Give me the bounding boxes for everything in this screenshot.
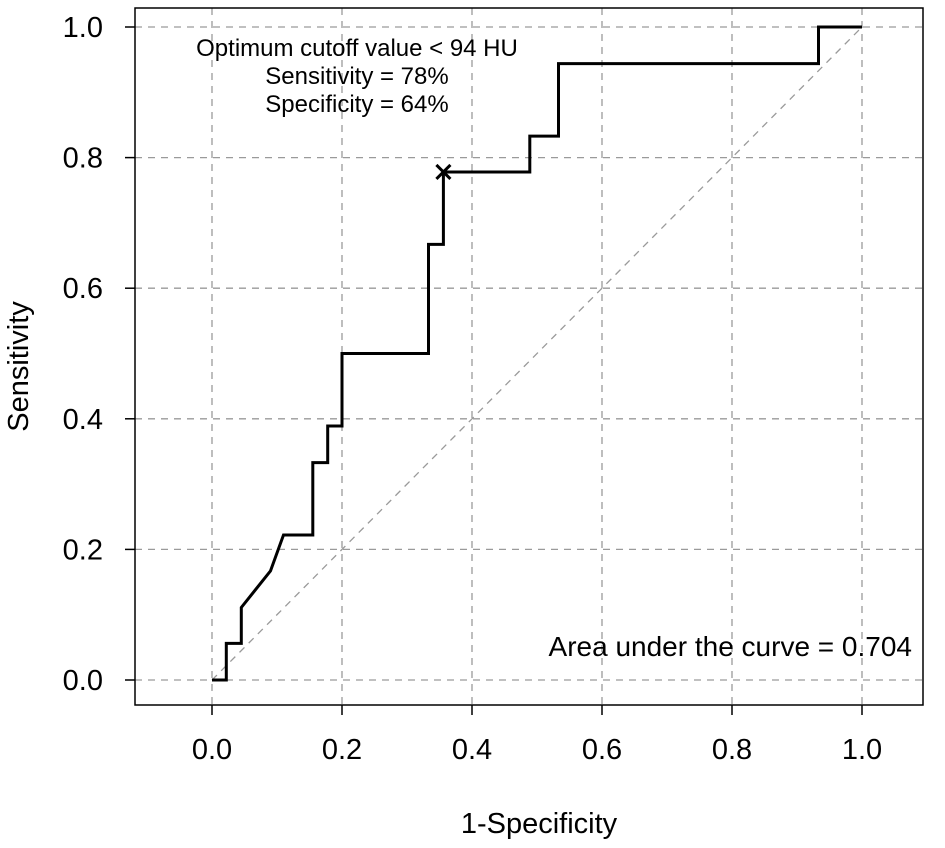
y-tick-label-2: 0.4 [63, 404, 103, 436]
series-layer [212, 25, 862, 682]
tick-layer: 0.0 0.2 0.4 0.6 0.8 1.0 0.0 0.2 0.4 0.6 0.8 1.0 [63, 12, 882, 766]
auc-annotation: Area under the curve = 0.704 [549, 631, 912, 662]
optimum-point-marker [435, 163, 452, 181]
x-tick-label-3: 0.6 [582, 734, 622, 766]
roc-curve-0 [212, 25, 862, 682]
reference-diagonal [211, 26, 863, 681]
y-tick-label-4: 0.8 [63, 143, 103, 175]
y-tick-label-5: 1.0 [63, 12, 103, 44]
y-tick-label-0: 0.0 [63, 665, 103, 697]
x-tick-label-2: 0.4 [452, 734, 492, 766]
y-tick-label-1: 0.2 [63, 534, 103, 566]
sensitivity-annotation: Sensitivity = 78% [265, 63, 448, 90]
reference-layer [211, 26, 863, 681]
cutoff-annotation: Optimum cutoff value < 94 HU [196, 35, 518, 62]
x-tick-label-4: 0.8 [712, 734, 752, 766]
y-tick-label-3: 0.6 [63, 273, 103, 305]
plot-frame [134, 7, 924, 706]
y-axis-label: Sensitivity [3, 301, 35, 432]
x-tick-label-1: 0.2 [322, 734, 362, 766]
x-tick-label-0: 0.0 [192, 734, 232, 766]
grid-layer [135, 8, 923, 705]
marker-layer [435, 163, 452, 181]
specificity-annotation: Specificity = 64% [265, 91, 448, 118]
x-tick-label-5: 1.0 [842, 734, 882, 766]
x-axis-label: 1-Specificity [461, 808, 618, 840]
